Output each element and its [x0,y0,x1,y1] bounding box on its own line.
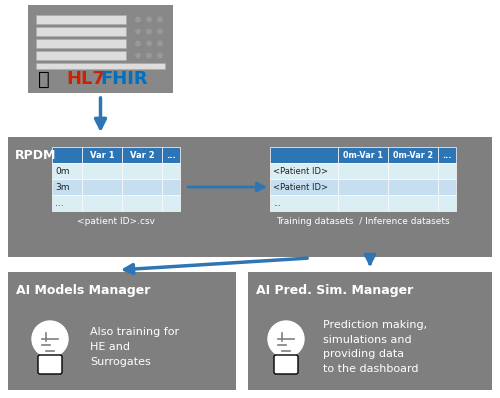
Bar [82,163,122,179]
Text: HL7: HL7 [66,70,105,88]
Bar [388,147,438,163]
Text: ...: ... [166,150,176,160]
Circle shape [136,53,140,58]
Circle shape [158,41,162,46]
Bar [52,163,82,179]
Bar [338,147,388,163]
Text: 0m-Var 2: 0m-Var 2 [393,150,433,160]
Text: Var 2: Var 2 [130,150,154,160]
Bar [438,179,456,195]
Circle shape [147,17,151,22]
Bar [270,163,338,179]
Bar [338,195,388,211]
Bar [8,272,236,390]
Bar [82,147,122,163]
Bar [52,179,82,195]
Bar [270,195,338,211]
Bar [162,195,180,211]
Circle shape [136,17,140,22]
Bar [270,179,338,195]
Text: 0m-Var 1: 0m-Var 1 [343,150,383,160]
Circle shape [158,53,162,58]
Bar [122,195,162,211]
Bar [162,163,180,179]
Bar [338,163,388,179]
Bar [270,147,338,163]
Text: 0m: 0m [55,166,70,176]
Text: 🔥: 🔥 [38,70,50,88]
Bar [438,195,456,211]
Text: AI Pred. Sim. Manager: AI Pred. Sim. Manager [256,284,413,297]
Text: RPDM: RPDM [15,149,56,162]
Bar [28,5,173,93]
Circle shape [158,29,162,34]
Circle shape [158,17,162,22]
Bar [122,147,162,163]
Circle shape [136,41,140,46]
FancyBboxPatch shape [274,355,298,374]
Text: Prediction making,
simulations and
providing data
to the dashboard: Prediction making, simulations and provi… [323,320,427,374]
Text: <patient ID>.csv: <patient ID>.csv [77,217,155,226]
Text: ...: ... [442,150,452,160]
Text: Also training for
HE and
Surrogates: Also training for HE and Surrogates [90,327,179,367]
Bar [338,179,388,195]
Bar [248,272,492,390]
Bar [438,163,456,179]
Bar [36,27,126,36]
Bar [36,51,126,60]
Text: <Patient ID>: <Patient ID> [273,166,328,176]
Text: Var 1: Var 1 [90,150,114,160]
Text: FHIR: FHIR [100,70,148,88]
Bar [82,179,122,195]
Circle shape [268,321,304,357]
Bar [388,163,438,179]
Circle shape [32,321,68,357]
Bar [8,137,492,257]
Bar [162,147,180,163]
Bar [122,163,162,179]
Text: <Patient ID>: <Patient ID> [273,183,328,191]
Bar [388,179,438,195]
Circle shape [136,29,140,34]
Circle shape [147,53,151,58]
Bar [36,39,126,48]
Text: Training datasets  / Inference datasets: Training datasets / Inference datasets [276,217,450,226]
Circle shape [147,41,151,46]
Bar [388,195,438,211]
Circle shape [147,29,151,34]
Bar [162,179,180,195]
Bar [36,15,126,24]
Text: 3m: 3m [55,183,70,191]
Bar [52,147,82,163]
Bar [438,147,456,163]
Text: AI Models Manager: AI Models Manager [16,284,150,297]
Bar [122,179,162,195]
FancyBboxPatch shape [38,355,62,374]
Bar [82,195,122,211]
Text: ...: ... [273,199,281,207]
Bar [36,63,165,69]
Bar [52,195,82,211]
Text: ...: ... [55,199,64,207]
